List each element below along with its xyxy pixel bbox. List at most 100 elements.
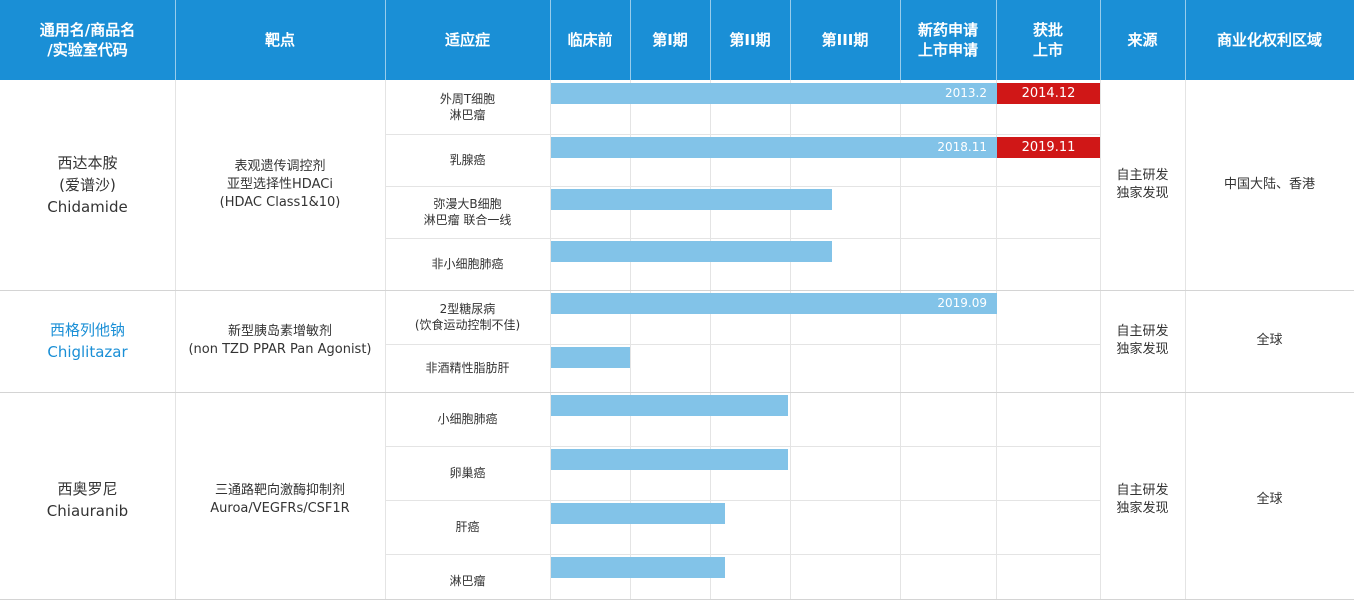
header-nda: 新药申请 上市申请 (900, 0, 996, 80)
grid-column-line (710, 80, 711, 600)
progress-bar (551, 241, 832, 262)
drug-target: 新型胰岛素增敏剂 (non TZD PPAR Pan Agonist) (175, 290, 385, 392)
group-divider (0, 290, 1354, 291)
indication-name-line: 肝癌 (455, 520, 480, 534)
header-name-line: 通用名/商品名 (39, 21, 136, 39)
drug-source-line: 独家发现 (1116, 342, 1169, 357)
header-approved-lines: 获批 上市 (1033, 20, 1063, 60)
grid-column-line (385, 80, 386, 600)
header-phase1: 第I期 (652, 31, 688, 49)
grid-column-line (630, 80, 631, 600)
header-nda-line: 上市申请 (917, 41, 978, 59)
indication-name-line: 小细胞肺癌 (437, 412, 498, 426)
header-phase3: 第III期 (821, 31, 869, 49)
progress-bar (551, 347, 630, 368)
header-preclinical: 临床前 (567, 31, 613, 49)
drug-name-line: 西达本胺 (57, 154, 118, 172)
indication-name-line: 淋巴瘤 联合一线 (423, 213, 512, 227)
header-separator (1100, 0, 1101, 80)
drug-rights: 中国大陆、香港 (1223, 177, 1315, 192)
indication-name: 肝癌 (385, 500, 550, 554)
indication-name-line: (饮食运动控制不佳) (414, 318, 521, 332)
milestone-date: 2018.11 (937, 140, 987, 154)
indication-name-line: 卵巢癌 (449, 466, 486, 480)
drug-target-line: 表观遗传调控剂 (234, 159, 326, 174)
header-nda-lines: 新药申请 上市申请 (918, 20, 978, 60)
header-separator (630, 0, 631, 80)
grid-column-line (790, 80, 791, 600)
header-separator (900, 0, 901, 80)
group-divider (0, 392, 1354, 393)
progress-bar (551, 293, 997, 314)
grid-column-line (996, 80, 997, 600)
grid-column-line (1100, 80, 1101, 600)
row-divider (385, 344, 1100, 345)
indication-name-line: 乳腺癌 (449, 153, 486, 167)
drug-rights: 全球 (1256, 333, 1283, 348)
drug-name-line: Chiglitazar (47, 343, 128, 361)
indication-name: 小细胞肺癌 (385, 392, 550, 446)
progress-bar (551, 503, 725, 524)
drug-name-line: Chidamide (47, 198, 128, 216)
indication-name-line: 非小细胞肺癌 (431, 257, 504, 271)
approval-date-badge: 2019.11 (997, 137, 1100, 158)
drug-target-line: (non TZD PPAR Pan Agonist) (188, 342, 372, 357)
header-nda-line: 新药申请 (917, 21, 978, 39)
header-separator (385, 0, 386, 80)
header-name-line: /实验室代码 (47, 41, 128, 59)
header-target: 靶点 (264, 31, 295, 49)
row-divider (385, 186, 1100, 187)
grid-column-line (1185, 80, 1186, 600)
header-indication: 适应症 (444, 31, 490, 49)
header-approved-line: 上市 (1032, 41, 1063, 59)
indication-name: 乳腺癌 (385, 134, 550, 186)
header-source: 来源 (1127, 31, 1158, 49)
indication-name-line: 外周T细胞 (439, 92, 496, 106)
drug-name-line: Chiauranib (46, 502, 129, 520)
header-separator (996, 0, 997, 80)
row-divider (385, 554, 1100, 555)
header-phase2: 第II期 (729, 31, 771, 49)
drug-source-line: 自主研发 (1116, 168, 1169, 183)
indication-name: 外周T细胞淋巴瘤 (385, 80, 550, 134)
grid-column-line (900, 80, 901, 600)
indication-name-line: 弥漫大B细胞 (433, 197, 502, 211)
milestone-date: 2013.2 (945, 86, 987, 100)
progress-bar (551, 449, 788, 470)
header-separator (175, 0, 176, 80)
table-header: 通用名/商品名/实验室代码 靶点 适应症 临床前 第I期 第II期 第III期 新药申请上市申… (0, 0, 1354, 80)
drug-target-line: (HDAC Class1&10) (219, 195, 341, 210)
drug-name-line: 西格列他钠 (49, 321, 125, 339)
drug-target-line: 亚型选择性HDACi (227, 177, 333, 192)
header-name: 通用名/商品名/实验室代码 (0, 0, 175, 80)
header-separator (1185, 0, 1186, 80)
progress-bar (551, 557, 725, 578)
drug-source: 自主研发 独家发现 (1100, 392, 1185, 600)
header-rights: 商业化权利区域 (1216, 31, 1322, 49)
progress-bar (551, 395, 788, 416)
drug-rights: 全球 (1256, 492, 1283, 507)
indication-name-line: 淋巴瘤 (449, 108, 486, 122)
header-approved: 获批 上市 (996, 0, 1100, 80)
milestone-date: 2019.09 (937, 296, 987, 310)
drug-name[interactable]: 西格列他钠 Chiglitazar (0, 290, 175, 392)
grid-column-line (175, 80, 176, 600)
indication-name: 非酒精性脂肪肝 (385, 344, 550, 392)
indication-name-line: 2型糖尿病 (439, 302, 496, 316)
header-name-lines: 通用名/商品名/实验室代码 (40, 20, 135, 60)
indication-name-line: 非酒精性脂肪肝 (425, 361, 510, 375)
progress-bar (551, 189, 832, 210)
drug-name: 西达本胺 (爱谱沙) Chidamide (0, 80, 175, 290)
drug-target-line: 三通路靶向激酶抑制剂 (214, 483, 345, 498)
drug-source-line: 自主研发 (1116, 324, 1169, 339)
header-approved-line: 获批 (1032, 21, 1063, 39)
drug-target: 三通路靶向激酶抑制剂 Auroa/VEGFRs/CSF1R (175, 392, 385, 600)
drug-source-line: 独家发现 (1116, 186, 1169, 201)
approval-date-badge: 2014.12 (997, 83, 1100, 104)
indication-name: 淋巴瘤 (385, 554, 550, 600)
progress-bar (551, 137, 997, 158)
row-divider (385, 500, 1100, 501)
indication-name: 非小细胞肺癌 (385, 238, 550, 290)
drug-target-line: Auroa/VEGFRs/CSF1R (210, 501, 350, 516)
